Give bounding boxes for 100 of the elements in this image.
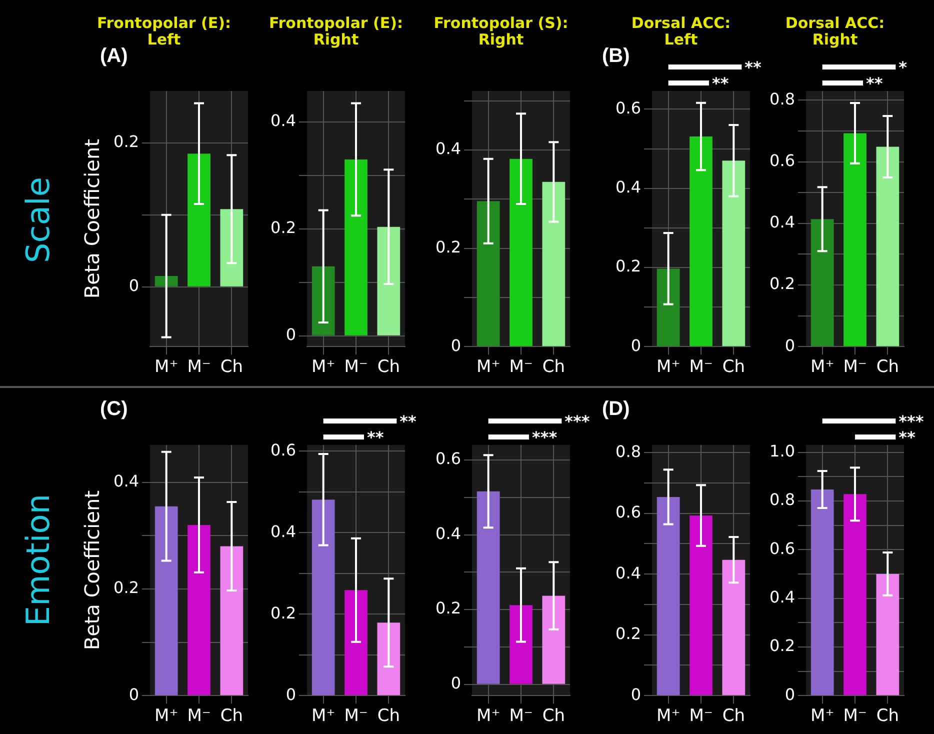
y-tick-label: 0.8: [770, 89, 795, 108]
text: Emotion: [19, 494, 58, 626]
x-tick-label: M⁺: [476, 706, 500, 726]
y-tick-label: 0.8: [616, 442, 641, 461]
y-tick-label: 0: [286, 325, 296, 344]
x-tick-label: Ch: [876, 706, 899, 726]
x-tick-label: M⁻: [344, 357, 368, 378]
y-tick-label: 0: [630, 336, 641, 355]
x-tick-label: M⁻: [344, 706, 368, 726]
chart-title: Dorsal ACC: Right: [785, 14, 885, 49]
x-tick-label: M⁻: [509, 706, 533, 726]
y-tick-label: 0.2: [436, 598, 461, 618]
x-tick-label: M⁺: [656, 706, 680, 726]
bar: [876, 574, 900, 696]
bar: [844, 494, 866, 696]
y-tick-label: 0: [128, 276, 139, 295]
text: **: [744, 58, 762, 78]
annotation: **: [866, 74, 884, 94]
x-tick-label: M⁺: [810, 706, 834, 726]
y-tick-label: 0.4: [270, 522, 296, 541]
y-tick-label: 0.4: [436, 524, 461, 543]
text: Scale: [19, 176, 58, 264]
text: **: [400, 412, 418, 432]
text: (C): [100, 398, 128, 421]
y-tick-label: 0: [784, 684, 795, 704]
bar: [377, 226, 400, 336]
bar: [510, 158, 532, 346]
annotation: **: [367, 428, 384, 448]
bar: [542, 182, 566, 346]
bar: [220, 209, 244, 286]
x-tick-label: M⁺: [656, 357, 680, 378]
y-tick-label: 0.6: [616, 98, 641, 118]
bar: [344, 159, 368, 336]
y-tick-label: 0.2: [770, 274, 795, 294]
x-tick-label: M⁻: [843, 706, 867, 726]
x-tick-label: Ch: [542, 357, 565, 378]
bar: [312, 266, 335, 336]
y-tick-label: 0.4: [114, 471, 139, 490]
x-tick-label: M⁺: [154, 357, 178, 378]
y-tick-label: 0.4: [770, 212, 795, 232]
bar: [810, 219, 834, 346]
bar: [476, 491, 500, 684]
x-tick-label: M⁺: [154, 706, 178, 726]
bar: [154, 506, 178, 696]
bar: [188, 154, 210, 286]
y-tick-label: 0.4: [616, 177, 641, 196]
bar: [476, 201, 500, 346]
bar: [690, 515, 712, 696]
y-tick-label: 0.2: [270, 603, 296, 622]
y-tick-label: 0.8: [770, 490, 795, 510]
y-tick-label: 0.2: [436, 237, 461, 256]
bar: [844, 133, 866, 346]
bar: [154, 276, 178, 286]
x-tick-label: M⁻: [509, 357, 533, 378]
y-axis-title: Beta Coefficient: [80, 490, 104, 650]
y-tick-label: 0: [784, 336, 795, 355]
y-axis-title: Beta Coefficient: [80, 138, 104, 299]
x-tick-label: Ch: [722, 706, 745, 726]
x-tick-label: Ch: [377, 357, 400, 378]
x-tick-label: M⁻: [689, 706, 713, 726]
y-tick-label: 0: [630, 684, 641, 704]
y-tick-label: 0.6: [770, 150, 795, 170]
y-tick-label: 0: [128, 684, 139, 704]
y-tick-label: 0.6: [270, 440, 296, 460]
x-tick-label: M⁺: [312, 357, 336, 378]
x-tick-label: M⁺: [810, 357, 834, 378]
y-tick-label: 0.2: [616, 624, 641, 644]
y-tick-label: 0.2: [770, 636, 795, 656]
x-tick-label: M⁻: [843, 357, 867, 378]
y-tick-label: 0.2: [270, 218, 296, 238]
x-tick-label: Ch: [722, 357, 745, 378]
bar: [722, 160, 746, 346]
x-tick-label: M⁻: [187, 357, 211, 378]
chart-title: Frontopolar (S): Right: [434, 14, 568, 49]
x-tick-label: M⁺: [476, 357, 500, 378]
y-tick-label: 0.4: [436, 139, 461, 158]
y-tick-label: 0: [450, 674, 461, 693]
x-tick-label: Ch: [377, 706, 400, 726]
y-tick-label: 0.2: [114, 578, 139, 598]
chart-title: Dorsal ACC: Left: [631, 14, 731, 49]
y-tick-label: 0.2: [114, 132, 139, 151]
bar: [810, 490, 834, 696]
y-tick-label: 0.6: [436, 449, 461, 468]
text: (D): [602, 398, 630, 421]
bar: [690, 136, 712, 346]
y-tick-label: 0: [450, 336, 461, 355]
x-tick-label: M⁻: [689, 357, 713, 378]
x-tick-label: Ch: [220, 357, 243, 378]
bar: [542, 596, 566, 684]
y-tick-label: 0: [286, 684, 296, 704]
text: *: [898, 58, 908, 78]
y-tick-label: 0.4: [770, 587, 795, 606]
x-tick-label: M⁺: [312, 706, 336, 726]
y-tick-label: 0.2: [616, 256, 641, 276]
bar: [188, 524, 210, 696]
text: ***: [564, 412, 590, 432]
bar: [510, 605, 532, 684]
y-tick-label: 0.6: [770, 538, 795, 558]
x-tick-label: Ch: [876, 357, 899, 378]
x-tick-label: M⁻: [187, 706, 211, 726]
